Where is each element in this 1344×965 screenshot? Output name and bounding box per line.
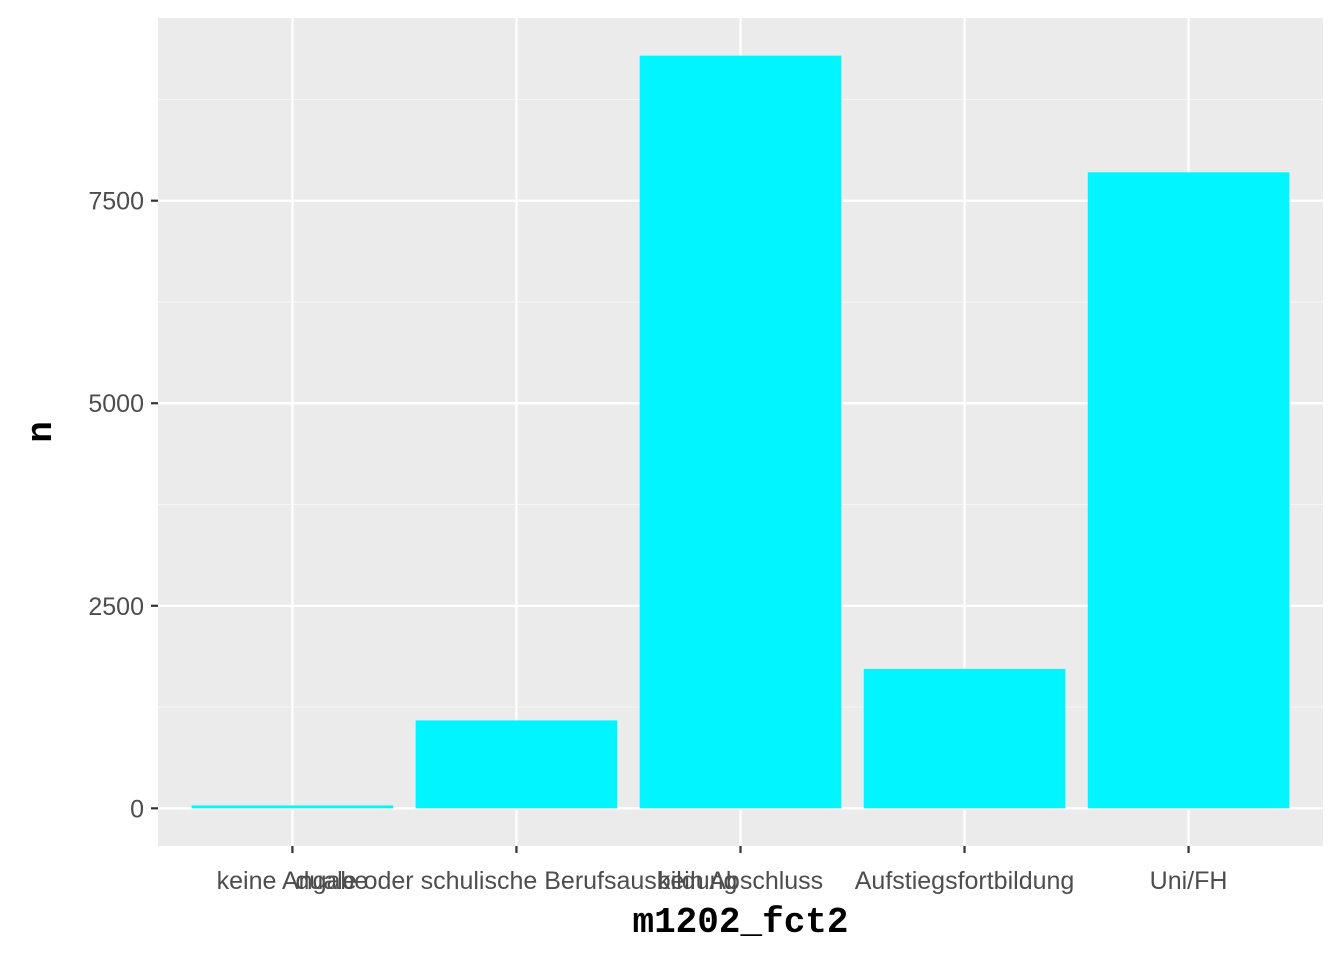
x-tick-label: duale oder schulische Berufsausbildung	[295, 867, 737, 895]
y-tick-label: 0	[130, 795, 144, 823]
bar	[863, 668, 1066, 809]
y-tick-label: 2500	[88, 593, 144, 621]
bar	[191, 805, 394, 809]
bar	[1087, 172, 1290, 809]
bar	[639, 55, 842, 809]
bars	[191, 55, 1290, 809]
x-tick-label: keine Angabe	[217, 867, 369, 895]
x-tick-label: Uni/FH	[1150, 867, 1228, 895]
y-axis-title: n	[21, 421, 62, 443]
x-tick-label: Aufstiegsfortbildung	[855, 867, 1075, 895]
y-tick-label: 7500	[88, 188, 144, 216]
y-tick-labels: 0 2500 5000 7500	[88, 188, 144, 824]
bar	[415, 720, 618, 809]
axis-ticks	[151, 199, 1190, 853]
y-tick-label: 5000	[88, 390, 144, 418]
x-tick-label: kein Abschluss	[658, 867, 823, 895]
x-axis-title: m1202_fct2	[632, 902, 848, 943]
